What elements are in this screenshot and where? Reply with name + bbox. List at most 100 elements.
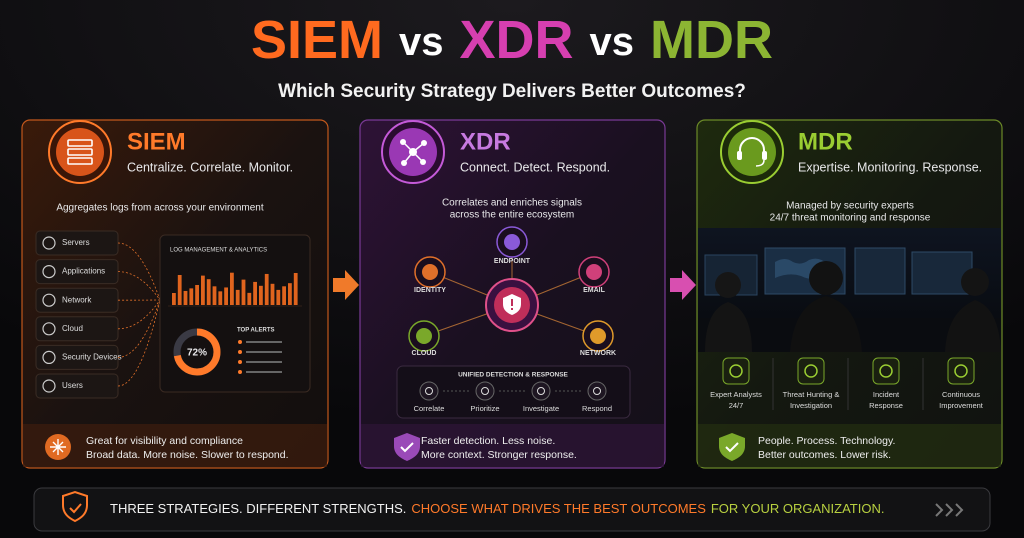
step-label: Investigate — [523, 404, 559, 413]
decoration — [945, 300, 1001, 352]
decoration — [854, 247, 906, 295]
decoration — [809, 261, 843, 295]
step-glyph — [593, 387, 601, 395]
decoration: Correlate Prioritize Investigate Respond — [414, 381, 612, 413]
decoration — [961, 268, 989, 296]
feature-glyph — [804, 364, 818, 378]
source-icon — [42, 293, 56, 307]
decor-bar — [206, 279, 211, 305]
decoration — [67, 157, 93, 165]
card-tagline: Connect. Detect. Respond. — [460, 160, 610, 174]
decor-bar — [259, 285, 263, 305]
decoration: Expert Analysts 24/7 Threat Hunting & Inves… — [710, 357, 984, 410]
node-label: NETWORK — [580, 350, 616, 357]
feature-glyph — [729, 364, 743, 378]
decor-bar — [189, 288, 194, 305]
decoration: Servers Applications Network Cloud Security … — [35, 230, 161, 399]
decoration — [400, 139, 406, 145]
decoration — [62, 490, 88, 523]
source-label: Applications — [62, 267, 105, 276]
card-description: across the entire ecosystem — [450, 210, 575, 221]
decor-bar — [253, 281, 257, 305]
decor-bar — [183, 290, 188, 305]
step-glyph — [537, 387, 545, 395]
footer-line: Faster detection. Less noise. — [421, 435, 555, 447]
gauge-arc — [173, 328, 221, 376]
decor-bar — [282, 286, 286, 305]
decor-bar — [224, 287, 228, 305]
decor-bar — [195, 284, 199, 305]
decor-bar — [241, 279, 246, 305]
card-tagline: Centralize. Correlate. Monitor. — [127, 160, 293, 174]
decor-bar — [212, 286, 217, 305]
card-title: MDR — [798, 128, 853, 155]
node-icon — [416, 328, 432, 344]
footer-line: More context. Stronger response. — [421, 449, 577, 461]
connector — [117, 242, 161, 301]
decoration — [67, 139, 93, 147]
decoration — [420, 159, 426, 165]
source-label: Security Devices — [62, 353, 122, 362]
footer-line: Great for visibility and compliance — [86, 435, 243, 447]
decor-bar — [270, 283, 275, 305]
decoration — [67, 148, 93, 156]
decoration — [725, 442, 739, 453]
source-label: Users — [62, 381, 83, 390]
connector — [117, 299, 161, 387]
card-description: Managed by security experts — [786, 201, 914, 212]
source-icon — [42, 350, 56, 364]
decor-bar — [288, 283, 292, 305]
card-description: Correlates and enriches signals — [442, 198, 582, 209]
step-label: Respond — [582, 404, 612, 413]
panel-title: LOG MANAGEMENT & ANALYTICS — [170, 248, 267, 254]
decoration — [394, 433, 420, 461]
source-label: Servers — [62, 238, 90, 247]
card-title: XDR — [460, 128, 511, 155]
alert-dot — [238, 360, 242, 364]
feature-label: Threat Hunting & — [783, 390, 840, 399]
decoration — [790, 296, 862, 352]
decor-bar — [247, 292, 252, 305]
source-label: Network — [62, 295, 92, 304]
source-icon — [42, 322, 56, 336]
title: SIEM vs XDR vs MDR — [251, 10, 773, 70]
feature-label: Response — [869, 401, 903, 410]
decoration — [705, 302, 752, 352]
title-part: vs — [399, 20, 444, 64]
pipeline-title: UNIFIED DETECTION & RESPONSE — [458, 372, 568, 379]
node-label: ENDPOINT — [494, 258, 531, 265]
decoration — [728, 128, 776, 176]
feature-icon — [797, 357, 825, 385]
decoration — [698, 424, 1001, 467]
decoration — [421, 140, 427, 146]
decoration — [935, 503, 964, 517]
feature-icon — [947, 357, 975, 385]
decoration — [69, 503, 82, 514]
banner-part: THREE STRATEGIES. DIFFERENT STRENGTHS. — [110, 501, 406, 516]
feature-label: Incident — [873, 390, 900, 399]
banner-part: FOR YOUR ORGANIZATION. — [711, 501, 885, 516]
gauge-label: 72% — [187, 348, 207, 359]
title-part: vs — [590, 20, 635, 64]
decor-bar — [264, 273, 269, 305]
decoration — [511, 299, 513, 306]
decoration — [715, 272, 741, 298]
title-part: MDR — [650, 10, 773, 70]
card-description: 24/7 threat monitoring and response — [770, 213, 931, 224]
title-part: XDR — [460, 10, 574, 70]
step-label: Correlate — [414, 404, 445, 413]
decor-bar — [230, 272, 234, 305]
node-label: EMAIL — [583, 287, 606, 294]
decoration — [50, 439, 66, 455]
decoration — [762, 151, 767, 160]
node-label: IDENTITY — [414, 287, 446, 294]
feature-label: Investigation — [790, 401, 832, 410]
feature-label: Expert Analysts — [710, 390, 762, 399]
feature-icon — [722, 357, 750, 385]
decoration — [670, 270, 696, 300]
step-icon — [531, 381, 551, 401]
step-icon — [475, 381, 495, 401]
node-icon — [590, 328, 606, 344]
decoration — [56, 128, 104, 176]
